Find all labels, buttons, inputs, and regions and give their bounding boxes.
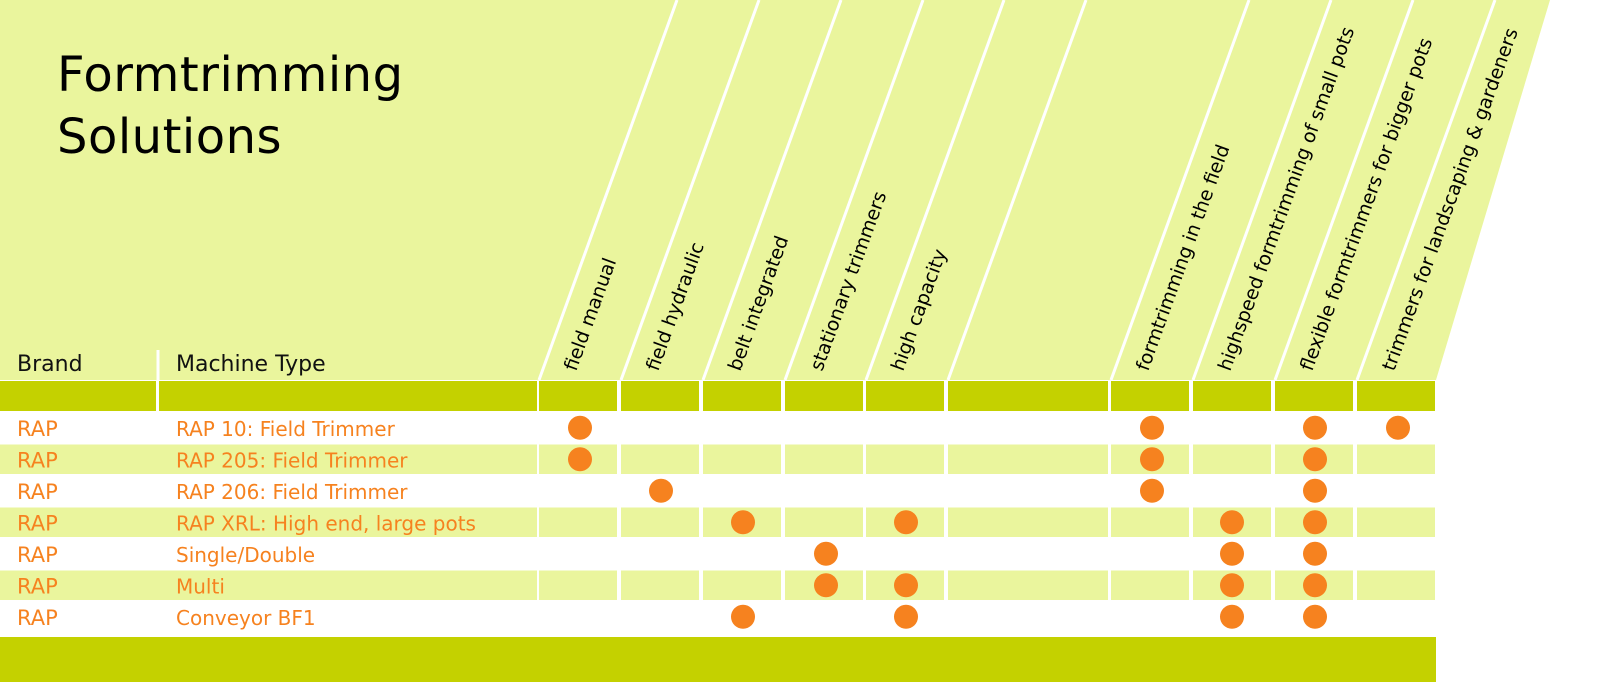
band-cell <box>539 381 617 411</box>
capability-dot <box>1220 510 1244 535</box>
machine-type-cell: RAP 206: Field Trimmer <box>176 480 408 504</box>
capability-dot <box>1303 447 1327 472</box>
capability-dot <box>1303 478 1327 503</box>
capability-dot <box>1303 510 1327 535</box>
band-cell <box>785 381 863 411</box>
capability-dot <box>1303 573 1327 598</box>
capability-dot <box>1220 604 1244 629</box>
bottom-band <box>0 637 1436 682</box>
column-divider-line <box>783 0 925 381</box>
brand-cell: RAP <box>17 480 58 504</box>
capability-dot <box>1220 573 1244 598</box>
brand-cell: RAP <box>17 574 58 598</box>
row-stripe-cell <box>785 444 863 474</box>
row-stripe-cell <box>621 444 699 474</box>
column-divider-line <box>537 0 679 381</box>
band-cell-brand <box>0 381 156 411</box>
brand-cell: RAP <box>17 448 58 472</box>
column-divider-line <box>946 0 1088 381</box>
column-divider-line <box>864 0 1006 381</box>
band-cell <box>1357 381 1435 411</box>
column-divider-line <box>619 0 761 381</box>
row-stripe-cell <box>539 507 617 537</box>
capability-dot <box>1140 415 1164 440</box>
row-stripe-cell <box>539 570 617 600</box>
brand-cell: RAP <box>17 417 58 441</box>
row-stripe-cell <box>866 444 944 474</box>
band-cell <box>866 381 944 411</box>
band-cell <box>1193 381 1271 411</box>
row-stripe-cell <box>703 444 781 474</box>
capability-dot <box>1386 415 1410 440</box>
row-stripe-cell <box>785 507 863 537</box>
capability-dot <box>814 573 838 598</box>
capability-dot <box>894 573 918 598</box>
band-cell <box>703 381 781 411</box>
row-stripe-left <box>0 444 537 474</box>
row-stripe-cell <box>621 507 699 537</box>
column-divider-line <box>701 0 843 381</box>
capability-dot <box>731 604 755 629</box>
brand-cell: RAP <box>17 606 58 630</box>
brand-cell: RAP <box>17 511 58 535</box>
band-cell <box>1111 381 1189 411</box>
machine-type-cell: RAP 10: Field Trimmer <box>176 417 396 441</box>
row-stripe-cell <box>948 570 1108 600</box>
page-title: Formtrimming Solutions <box>57 44 404 168</box>
capability-dot <box>1303 541 1327 566</box>
row-stripe-cell <box>703 570 781 600</box>
column-divider-line <box>1191 0 1333 381</box>
column-divider-line <box>1355 0 1497 381</box>
band-cell-machine <box>159 381 537 411</box>
capability-dot <box>1220 541 1244 566</box>
row-stripe-cell <box>1357 507 1435 537</box>
row-stripe-cell <box>1193 444 1271 474</box>
row-stripe-cell <box>948 507 1108 537</box>
row-stripe-cell <box>1111 570 1189 600</box>
band-cell <box>948 381 1108 411</box>
column-divider-line <box>1109 0 1251 381</box>
capability-dot <box>1303 415 1327 440</box>
brand-cell: RAP <box>17 543 58 567</box>
capability-dot <box>1140 447 1164 472</box>
brand-column-header: Brand <box>17 352 83 377</box>
band-cell <box>1275 381 1353 411</box>
row-stripe-cell <box>1111 507 1189 537</box>
capability-dot <box>649 478 673 503</box>
machine-type-cell: Single/Double <box>176 543 315 567</box>
title-line-1: Formtrimming <box>57 47 404 103</box>
capability-dot <box>1303 604 1327 629</box>
machine-type-cell: RAP XRL: High end, large pots <box>176 511 476 535</box>
capability-dot <box>814 541 838 566</box>
machine-type-cell: Multi <box>176 574 225 598</box>
row-stripe-cell <box>1357 570 1435 600</box>
capability-dot <box>894 510 918 535</box>
row-stripe-left <box>0 570 537 600</box>
row-stripe-cell <box>948 444 1108 474</box>
capability-dot <box>731 510 755 535</box>
machine-type-column-header: Machine Type <box>176 352 326 377</box>
column-divider-line <box>1273 0 1415 381</box>
capability-dot <box>1140 478 1164 503</box>
row-stripe-cell <box>1357 444 1435 474</box>
capability-dot <box>568 415 592 440</box>
title-line-2: Solutions <box>57 109 283 165</box>
row-stripe-left <box>0 507 537 537</box>
row-stripe-cell <box>621 570 699 600</box>
machine-type-cell: RAP 205: Field Trimmer <box>176 448 408 472</box>
capability-dot <box>894 604 918 629</box>
header-background <box>0 0 1550 380</box>
machine-type-cell: Conveyor BF1 <box>176 606 316 630</box>
capability-dot <box>568 447 592 472</box>
band-cell <box>621 381 699 411</box>
